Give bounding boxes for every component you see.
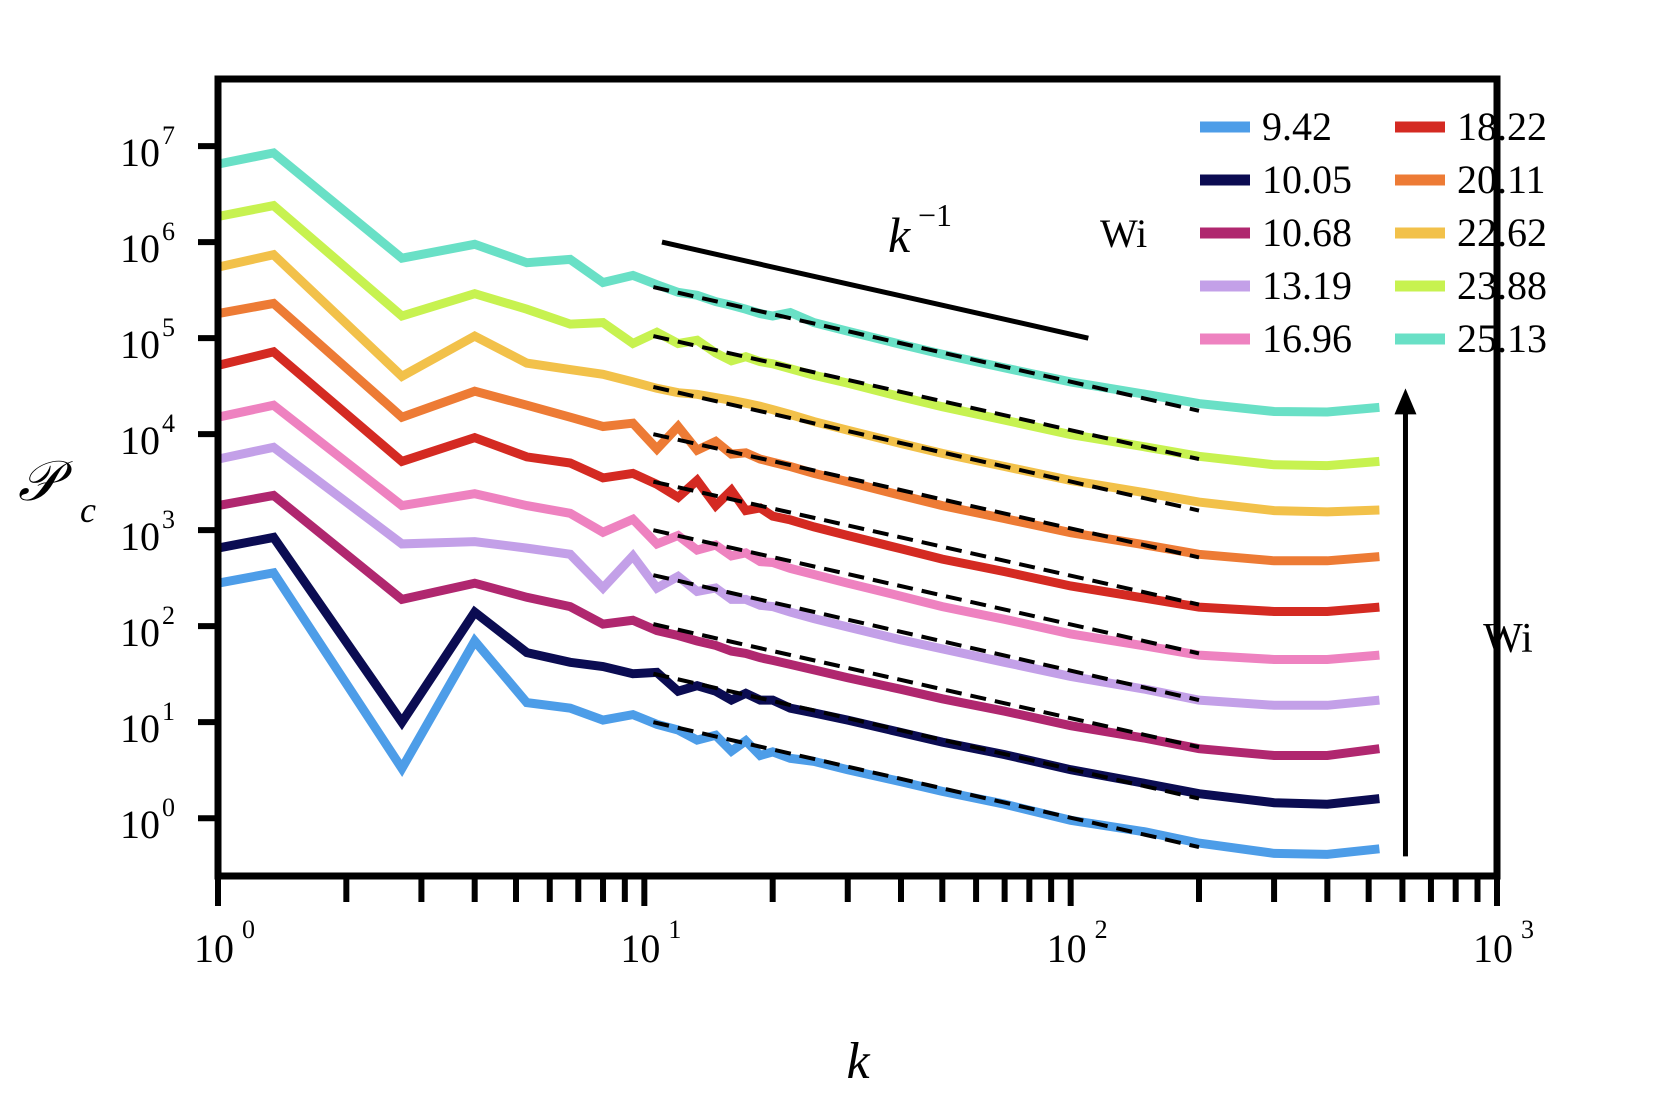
legend-label-13.19: 13.19 [1262, 263, 1352, 308]
fit-line-0 [652, 720, 1200, 850]
x-axis-label: k [846, 1033, 870, 1090]
y-tick-exp-6: 6 [162, 217, 175, 246]
x-tick-label-3: 10 [1473, 926, 1513, 971]
slope-label: k [888, 207, 911, 263]
x-tick-exp-1: 1 [668, 915, 681, 944]
y-tick-exp-5: 5 [162, 313, 175, 342]
x-tick-label-0: 10 [194, 926, 234, 971]
fit-line-9 [652, 285, 1200, 413]
fit-line-2 [652, 622, 1200, 750]
series-line-16.96 [217, 400, 1380, 664]
series-lines [216, 148, 1380, 859]
y-tick-label-0: 10 [120, 802, 160, 847]
fit-line-5 [652, 479, 1200, 607]
series-line-9.42 [217, 567, 1380, 859]
x-tick-exp-3: 3 [1521, 915, 1534, 944]
legend-label-20.11: 20.11 [1457, 157, 1546, 202]
y-axis-label: 𝒫 [18, 451, 73, 513]
x-tick-exp-2: 2 [1095, 915, 1108, 944]
plot-frame [214, 75, 1501, 880]
y-tick-exp-0: 0 [162, 793, 175, 822]
fit-line-1 [652, 671, 1200, 801]
slope-reference-line [661, 239, 1089, 341]
series-line-22.62 [217, 249, 1380, 517]
wi-arrow-label: Wi [1483, 616, 1533, 662]
y-tick-exp-2: 2 [162, 601, 175, 630]
y-tick-label-5: 10 [120, 322, 160, 367]
y-tick-label-2: 10 [120, 610, 160, 655]
y-axis-label-subscript: c [80, 490, 96, 530]
legend-label-9.42: 9.42 [1262, 104, 1332, 149]
legend-label-16.96: 16.96 [1262, 316, 1352, 361]
legend-label-10.68: 10.68 [1262, 210, 1352, 255]
series-line-13.19 [217, 442, 1380, 710]
y-tick-label-1: 10 [120, 706, 160, 751]
legend-label-25.13: 25.13 [1457, 316, 1547, 361]
legend-label-22.62: 22.62 [1457, 210, 1547, 255]
y-tick-exp-1: 1 [162, 697, 175, 726]
annotations: k −1 Wi [661, 197, 1533, 857]
legend-label-23.88: 23.88 [1457, 263, 1547, 308]
y-tick-label-4: 10 [120, 418, 160, 463]
y-tick-exp-3: 3 [162, 505, 175, 534]
x-tick-label-1: 10 [620, 926, 660, 971]
fit-lines [652, 285, 1200, 850]
y-tick-label-7: 10 [120, 130, 160, 175]
y-tick-exp-7: 7 [162, 121, 175, 150]
series-line-18.22 [216, 346, 1380, 616]
fit-line-7 [652, 385, 1200, 513]
axis-ticks: 10 0 10 1 10 2 10 310 010 110 210 310 410 510 610 7 [120, 121, 1534, 971]
legend-title: Wi [1100, 211, 1147, 256]
x-tick-label-2: 10 [1047, 926, 1087, 971]
fit-line-8 [652, 334, 1200, 462]
y-tick-label-6: 10 [120, 226, 160, 271]
fit-line-3 [652, 573, 1200, 703]
y-tick-exp-4: 4 [162, 409, 175, 438]
y-tick-label-3: 10 [120, 514, 160, 559]
slope-exponent: −1 [918, 197, 952, 233]
fit-line-4 [652, 528, 1200, 656]
wi-arrow-head [1394, 388, 1417, 415]
legend-label-18.22: 18.22 [1457, 104, 1547, 149]
legend-label-10.05: 10.05 [1262, 157, 1352, 202]
x-tick-exp-0: 0 [242, 915, 255, 944]
legend: Wi 9.42 10.05 10.68 13.19 16.96 18.22 20.11 22.6… [1100, 104, 1547, 361]
fit-line-6 [652, 432, 1200, 560]
series-line-10.68 [217, 490, 1380, 760]
